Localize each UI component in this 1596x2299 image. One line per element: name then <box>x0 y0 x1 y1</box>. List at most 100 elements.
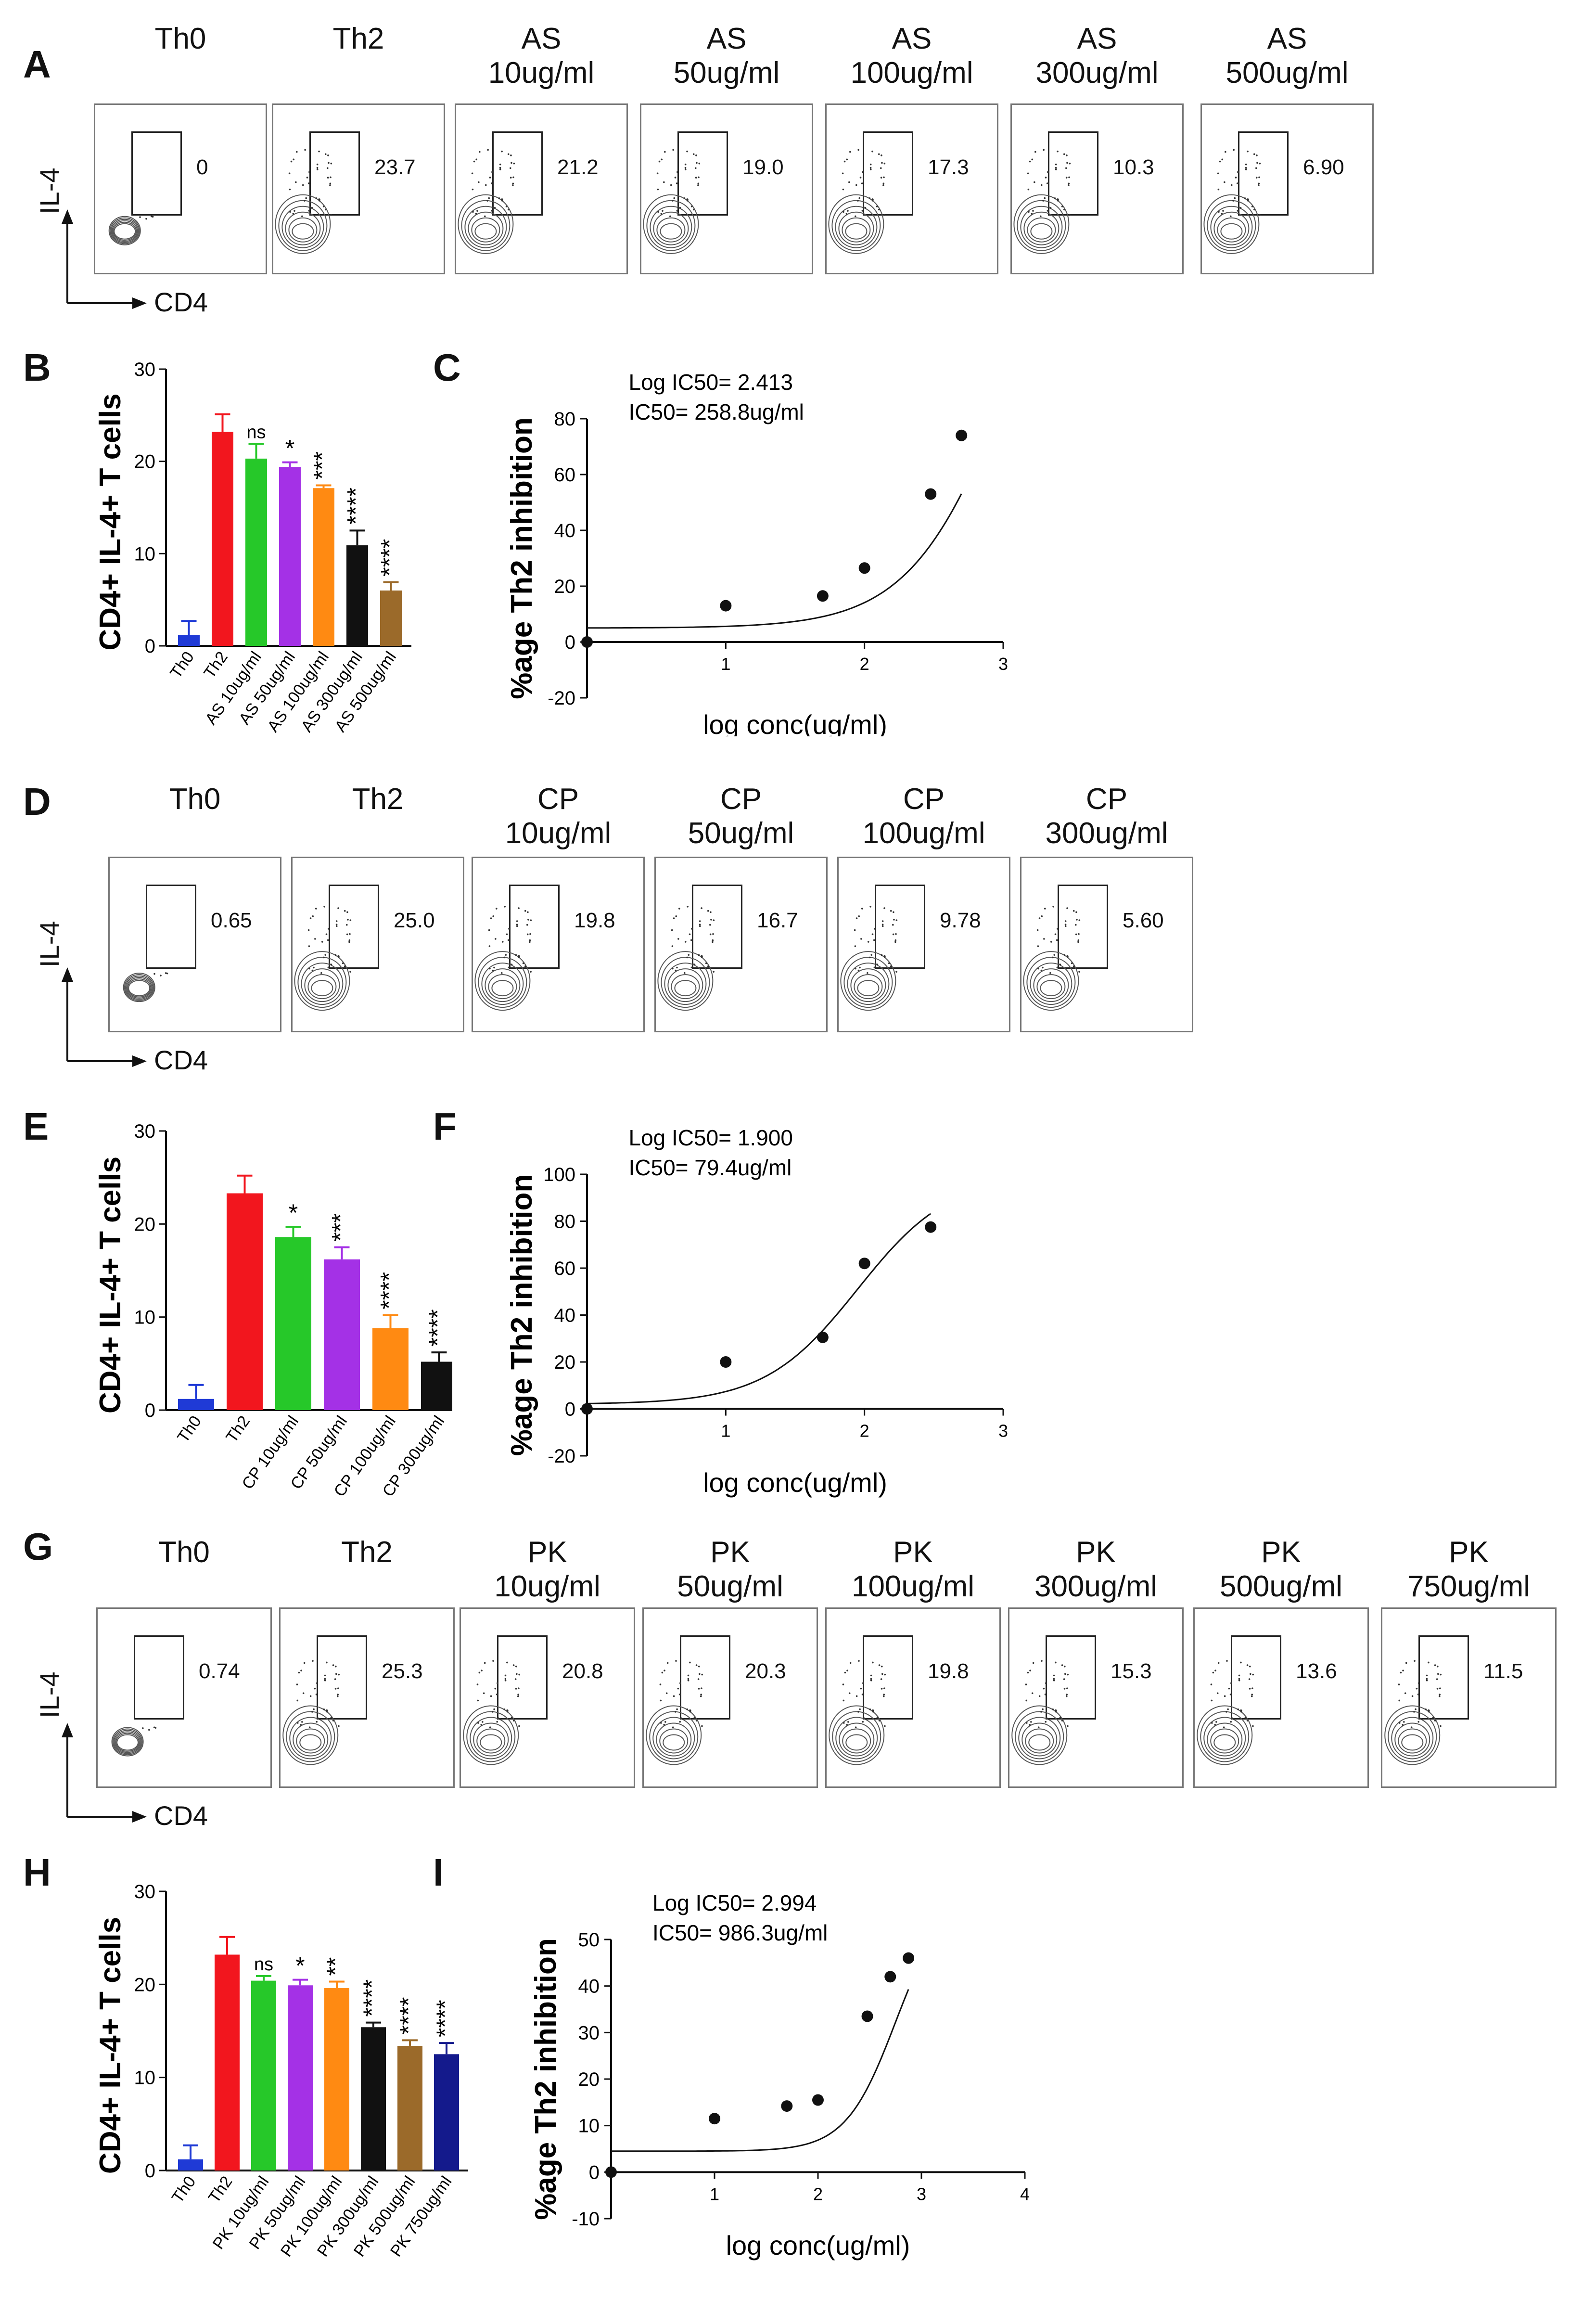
contour-dot <box>687 1678 689 1680</box>
data-point <box>709 2113 720 2125</box>
contour-dot <box>865 1718 867 1720</box>
contour-line <box>286 1711 335 1762</box>
contour-dot <box>844 1671 846 1674</box>
bar-6 <box>397 2045 422 2171</box>
contour-plot <box>646 1660 703 1765</box>
contour-dot <box>332 1720 334 1721</box>
contour-dot <box>1043 149 1045 151</box>
contour-dot <box>476 210 478 212</box>
contour-dot <box>663 181 665 183</box>
contour-dot <box>1066 162 1068 164</box>
contour-dot <box>664 1670 665 1671</box>
bar-7 <box>434 2054 459 2171</box>
facs-gate-box <box>1058 885 1108 969</box>
contour-dot <box>303 1662 306 1664</box>
contour-dot <box>691 963 694 965</box>
contour-dot <box>881 162 883 164</box>
facs-gate-percentage: 9.78 <box>940 909 981 932</box>
contour-dot <box>699 924 701 925</box>
contour-line <box>653 211 689 245</box>
bar-4 <box>324 1988 349 2171</box>
contour-dot <box>687 1679 689 1682</box>
contour-dot <box>878 1664 881 1666</box>
contour-plot <box>463 1660 520 1765</box>
facs-sample-label: Th2 <box>332 22 384 55</box>
contour-dot <box>503 956 505 959</box>
contour-line <box>463 1705 519 1765</box>
contour-dot <box>884 1725 886 1727</box>
contour-line <box>854 974 883 1000</box>
contour-line <box>1023 211 1060 245</box>
contour-dot <box>689 1710 691 1713</box>
contour-plot <box>840 905 898 1011</box>
contour-line <box>828 194 884 254</box>
contour-dot <box>698 162 701 165</box>
contour-dot <box>311 1711 313 1713</box>
bar-5 <box>421 1361 452 1410</box>
contour-dot <box>489 177 491 179</box>
chart-f-cp-ic50: -20 0 20 40 60 80 100 1 2 3 log conc(ug/ml) %age Th… <box>505 1125 1008 1498</box>
contour-dot <box>868 197 871 199</box>
contour-dot <box>1025 1699 1028 1702</box>
contour-dot <box>335 925 338 927</box>
cd4-arrowhead <box>132 1055 147 1067</box>
contour-dot <box>524 910 526 912</box>
contour-dot <box>165 972 167 974</box>
contour-dot <box>1032 1662 1034 1664</box>
contour-line <box>470 1717 512 1760</box>
y-tick-label: 30 <box>134 1121 156 1142</box>
contour-dot <box>296 151 298 153</box>
facs-plot-box: 19.8 <box>472 857 645 1032</box>
contour-dot <box>1042 966 1044 969</box>
contour-dot <box>313 966 315 969</box>
contour-dot <box>1074 924 1077 926</box>
contour-dot <box>1252 1673 1254 1676</box>
contour-dot <box>669 215 671 218</box>
contour-dot <box>488 197 490 199</box>
contour-dot <box>315 1694 318 1695</box>
contour-dot <box>1064 924 1067 925</box>
contour-dot <box>1045 1721 1047 1723</box>
contour-dot <box>346 911 348 913</box>
contour-dot <box>527 911 529 913</box>
contour-dot <box>527 919 529 921</box>
facs-gate-box <box>1231 1635 1281 1720</box>
facs-gate-percentage: 0.65 <box>211 909 252 932</box>
facs-gate-percentage: 21.2 <box>557 155 599 179</box>
contour-line <box>663 1734 685 1751</box>
contour-dot <box>298 1671 300 1674</box>
facs-axis-arrows <box>62 209 147 309</box>
contour-dot <box>504 1678 507 1680</box>
contour-plot <box>108 215 154 245</box>
contour-line <box>491 980 514 997</box>
contour-dot <box>883 956 886 959</box>
panel-letter-d: D <box>23 780 51 823</box>
contour-dot <box>1425 1708 1427 1710</box>
contour-dot <box>855 215 856 218</box>
contour-line <box>464 205 507 248</box>
contour-line <box>296 1728 325 1754</box>
contour-dot <box>308 171 310 173</box>
contour-dot <box>670 184 672 186</box>
contour-dot <box>860 938 862 940</box>
contour-dot <box>1066 956 1069 959</box>
contour-dot <box>1038 1695 1041 1697</box>
contour-dot <box>336 1695 339 1697</box>
contour-dot <box>288 172 291 175</box>
contour-dot <box>712 933 714 935</box>
il4-arrowhead <box>62 209 73 224</box>
contour-dot <box>677 1687 679 1690</box>
contour-dot <box>349 971 351 973</box>
contour-dot <box>511 963 513 966</box>
contour-dot <box>1068 184 1070 186</box>
contour-line <box>307 974 337 1000</box>
contour-dot <box>507 208 510 211</box>
contour-dot <box>675 1711 677 1713</box>
contour-plot <box>1011 1660 1069 1765</box>
contour-dot <box>861 1694 864 1695</box>
facs-sample-label: PK 750ug/ml <box>1407 1536 1531 1604</box>
contour-line <box>109 217 140 244</box>
contour-dot <box>323 1708 325 1710</box>
contour-line <box>282 1705 339 1765</box>
significance-mark: **** <box>376 1272 403 1310</box>
